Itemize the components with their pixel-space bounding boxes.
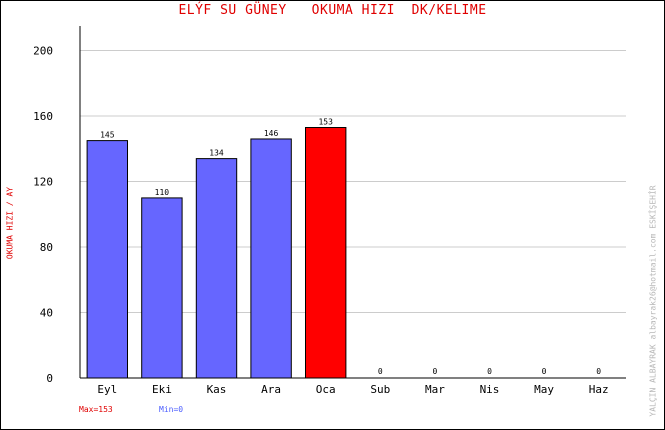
bar-value-label: 0 xyxy=(596,367,601,376)
min-label: Min=0 xyxy=(159,405,184,414)
labels: 0 40 80 120 160 200 145 Eyl 110 Eki 134 Kas 146 Ara 15… xyxy=(33,45,609,396)
bar-value-label: 0 xyxy=(432,367,437,376)
x-tick-label: Haz xyxy=(589,383,609,396)
max-label: Max=153 xyxy=(79,405,113,414)
y-tick-label: 40 xyxy=(40,307,53,320)
bars xyxy=(86,127,347,379)
bar-value-label: 146 xyxy=(264,129,279,138)
y-tick-label: 80 xyxy=(40,241,53,254)
y-tick-label: 200 xyxy=(33,45,53,58)
bar xyxy=(304,127,347,379)
bar-value-label: 153 xyxy=(318,118,333,127)
side-credit: YALÇIN ALBAYRAK albayrak26@hotmail.com E… xyxy=(648,185,658,417)
x-tick-label: Ara xyxy=(261,383,281,396)
x-tick-label: Sub xyxy=(370,383,390,396)
x-tick-label: Eki xyxy=(152,383,172,396)
axes xyxy=(79,26,626,379)
x-tick-label: May xyxy=(534,383,554,396)
bar xyxy=(195,158,238,379)
bar-value-label: 0 xyxy=(378,367,383,376)
bar-value-label: 0 xyxy=(542,367,547,376)
x-tick-label: Oca xyxy=(316,383,336,396)
chart-title: ELÝF SU GÜNEY OKUMA HIZI DK/KELIME xyxy=(178,3,487,18)
x-tick-label: Nis xyxy=(480,383,500,396)
y-tick-label: 120 xyxy=(33,176,53,189)
bar xyxy=(250,138,292,379)
x-tick-label: Kas xyxy=(207,383,227,396)
bar xyxy=(141,197,183,379)
y-tick-label: 160 xyxy=(33,110,53,123)
bar-value-label: 0 xyxy=(487,367,492,376)
bar-value-label: 134 xyxy=(209,149,224,158)
bar xyxy=(86,140,129,379)
x-tick-label: Eyl xyxy=(97,383,117,396)
bar-value-label: 110 xyxy=(155,188,170,197)
y-tick-label: 0 xyxy=(46,372,53,385)
bar-value-label: 145 xyxy=(100,131,115,140)
x-tick-label: Mar xyxy=(425,383,445,396)
